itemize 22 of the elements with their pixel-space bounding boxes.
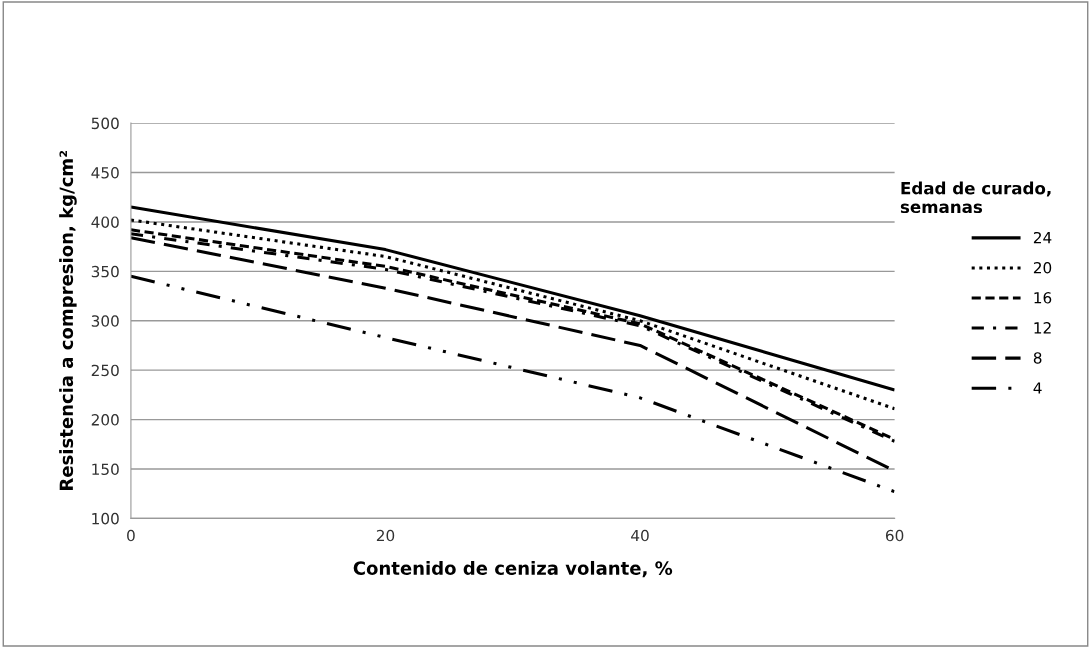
legend-label: 24 [1033,231,1052,244]
y-tick-label: 300 [91,315,119,327]
y-tick-label: 200 [91,414,119,426]
x-tick-label: 0 [127,529,135,542]
legend-label: 8 [1033,352,1042,364]
legend-label: 20 [1033,261,1052,274]
y-axis-title: Resistencia a compresion, kg/cm² [59,150,77,490]
y-tick-label: 150 [92,463,119,476]
y-tick-label: 350 [91,265,119,278]
x-tick-label: 60 [885,529,904,542]
legend-label: 4 [1033,382,1042,394]
x-tick-label: 40 [631,529,649,542]
legend-label: 16 [1034,292,1052,304]
y-tick-label: 500 [91,117,119,130]
y-tick-label: 400 [91,216,119,228]
x-axis-title: Contenido de ceniza volante, % [353,560,673,578]
x-tick-label: 20 [376,529,395,542]
legend-label: 12 [1034,322,1051,334]
y-tick-label: 100 [92,512,119,525]
y-tick-label: 250 [91,364,119,377]
legend-title: Edad de curado, semanas [900,181,1051,214]
y-tick-label: 450 [91,167,119,179]
